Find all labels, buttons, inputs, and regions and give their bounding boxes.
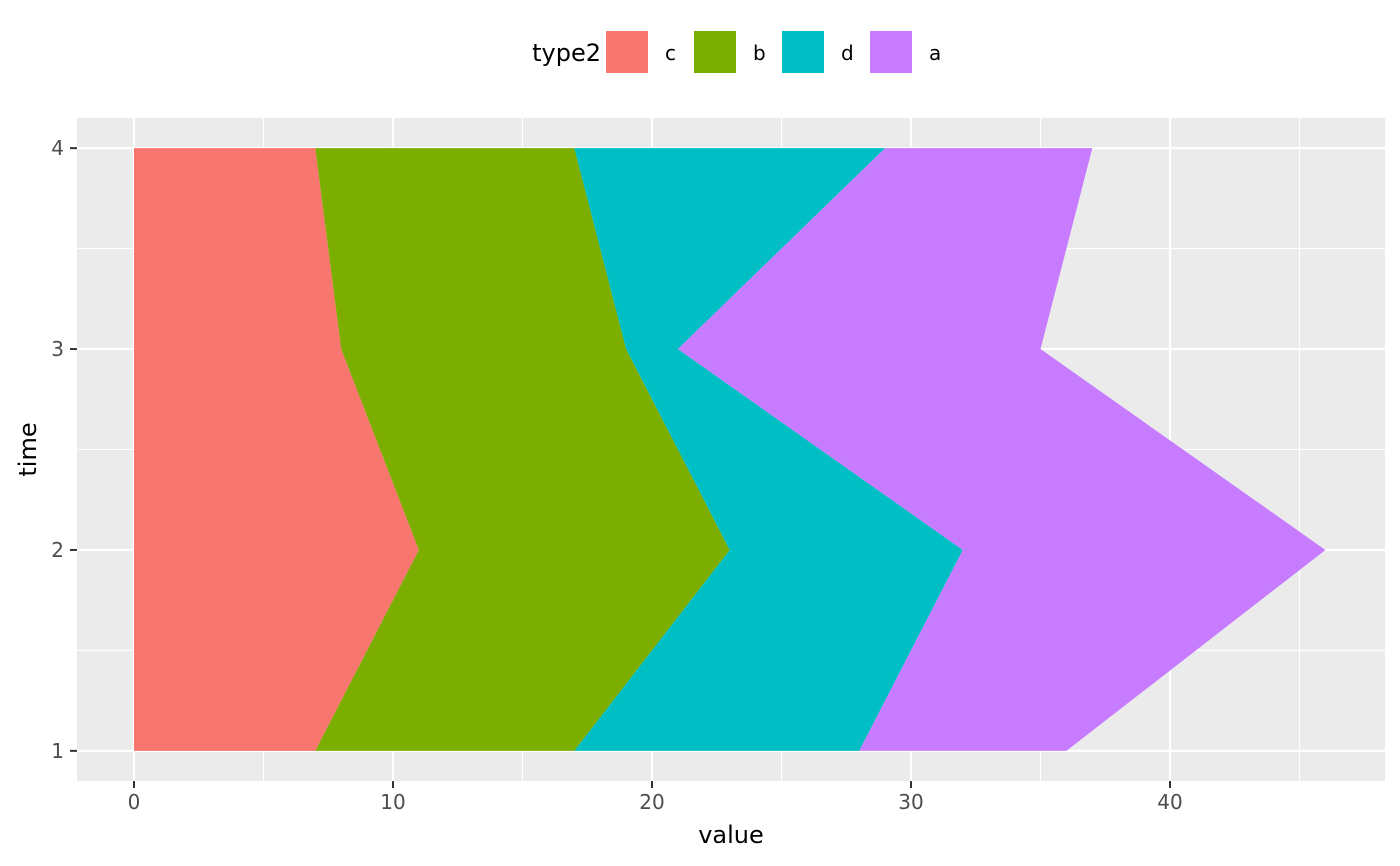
legend: type2 c b d a (532, 29, 941, 75)
legend-label-c: c (665, 41, 676, 65)
y-axis-title: time (14, 422, 42, 476)
stacked-areas (133, 148, 1326, 751)
y-tick-label: 2 (51, 538, 64, 562)
legend-key-b (692, 29, 738, 75)
x-tick-label: 10 (380, 790, 405, 814)
x-axis-title: value (698, 821, 764, 849)
y-axis: 1 2 3 4 (51, 136, 77, 763)
x-tick-label: 20 (639, 790, 664, 814)
y-tick-label: 4 (51, 136, 64, 160)
legend-title: type2 (532, 39, 601, 67)
area-d (574, 148, 963, 751)
area-c (133, 148, 419, 751)
y-tick-label: 3 (51, 337, 64, 361)
x-axis: 0 10 20 30 40 (128, 781, 1183, 814)
x-tick-label: 0 (128, 790, 141, 814)
area-a (677, 148, 1326, 751)
legend-label-d: d (841, 41, 854, 65)
area-b (315, 148, 730, 751)
legend-label-a: a (929, 41, 941, 65)
legend-key-a (868, 29, 914, 75)
legend-key-c (604, 29, 650, 75)
legend-label-b: b (753, 41, 766, 65)
x-tick-label: 40 (1157, 790, 1182, 814)
y-tick-label: 1 (51, 739, 64, 763)
legend-key-d (780, 29, 826, 75)
x-tick-label: 30 (898, 790, 923, 814)
